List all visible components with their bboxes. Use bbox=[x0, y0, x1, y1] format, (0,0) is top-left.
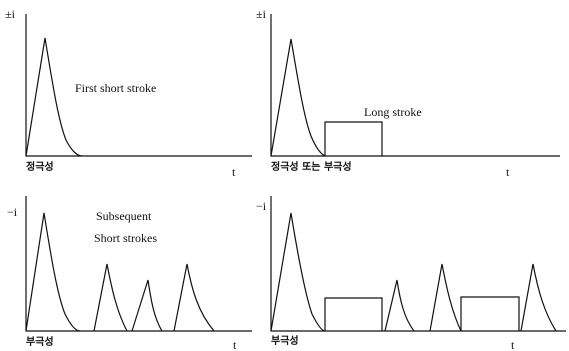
panel-bottom-left: −i t 부극성 Subsequent Short strokes bbox=[7, 196, 252, 351]
caption-top-left: 정극성 bbox=[26, 160, 54, 173]
subsequent-stroke-pulse-right-3 bbox=[520, 263, 557, 332]
caption-bottom-right: 부극성 bbox=[271, 334, 299, 347]
annotation-first-short-stroke: First short stroke bbox=[75, 81, 156, 95]
x-axis-label-top-left: t bbox=[232, 165, 236, 179]
long-stroke-pulse-2 bbox=[460, 296, 520, 331]
axes-bottom-right bbox=[270, 196, 566, 332]
x-axis-label-bottom-right: t bbox=[511, 338, 515, 351]
first-short-stroke-pulse-bottom-right bbox=[270, 212, 326, 332]
x-axis-label-bottom-left: t bbox=[233, 338, 237, 351]
first-short-stroke-pulse-right bbox=[270, 38, 326, 157]
first-short-stroke-pulse-bottom bbox=[25, 212, 81, 332]
y-axis-label-top-left: ±i bbox=[5, 7, 16, 21]
y-axis-label-bottom-right: −i bbox=[256, 199, 267, 213]
subsequent-stroke-pulse-1 bbox=[93, 263, 128, 332]
first-short-stroke-pulse bbox=[25, 37, 83, 157]
axes-top-right bbox=[270, 14, 560, 157]
x-axis-label-top-right: t bbox=[506, 165, 510, 179]
annotation-subsequent: Subsequent bbox=[96, 209, 152, 223]
y-axis-label-top-right: ±i bbox=[256, 7, 267, 21]
subsequent-stroke-pulse-right-1 bbox=[384, 279, 415, 332]
y-axis-label-bottom-left: −i bbox=[7, 205, 18, 219]
subsequent-stroke-pulse-3 bbox=[173, 263, 215, 332]
annotation-short-strokes: Short strokes bbox=[94, 231, 157, 245]
subsequent-stroke-pulse-2 bbox=[131, 279, 163, 332]
panel-bottom-right: −i t 부극성 bbox=[256, 196, 566, 351]
long-stroke-pulse bbox=[324, 121, 383, 156]
caption-bottom-left: 부극성 bbox=[26, 335, 54, 348]
long-stroke-pulse-1 bbox=[324, 297, 383, 331]
subsequent-stroke-pulse-right-2 bbox=[429, 263, 462, 332]
panel-top-left: ±i t 정극성 First short stroke bbox=[5, 7, 252, 179]
panel-top-right: ±i t 정극성 또는 부극성 Long stroke bbox=[256, 7, 560, 179]
annotation-long-stroke: Long stroke bbox=[364, 105, 422, 119]
caption-top-right: 정극성 또는 부극성 bbox=[271, 160, 352, 173]
